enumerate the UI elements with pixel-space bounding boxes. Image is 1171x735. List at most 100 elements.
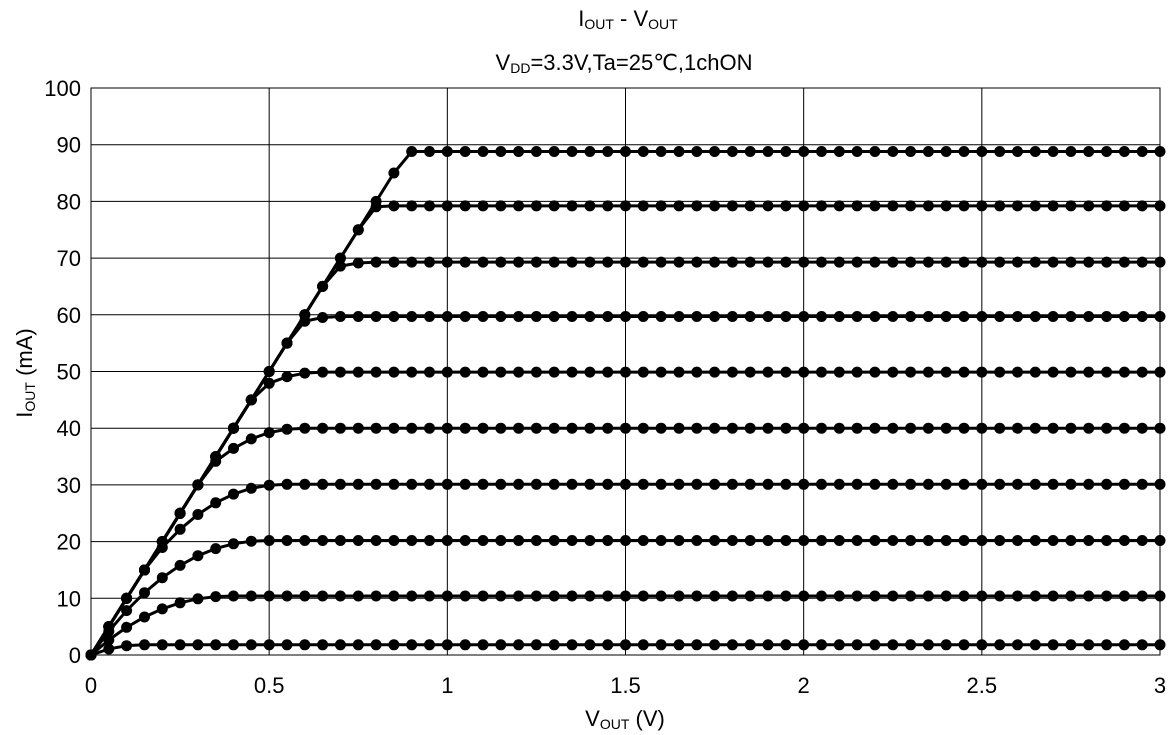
data-point	[958, 146, 970, 157]
data-point	[513, 146, 525, 157]
data-point	[139, 611, 150, 623]
data-point	[620, 256, 631, 268]
data-point	[424, 535, 435, 546]
data-point	[584, 200, 596, 212]
data-point	[798, 535, 810, 546]
data-point	[263, 535, 275, 546]
data-point	[905, 535, 917, 546]
data-point	[263, 377, 275, 389]
data-point	[584, 311, 596, 322]
data-point	[922, 535, 934, 546]
data-point	[816, 535, 827, 546]
data-point	[548, 146, 560, 157]
data-point	[334, 311, 346, 322]
data-point	[334, 590, 346, 602]
data-point	[334, 252, 346, 264]
data-point	[762, 590, 774, 602]
data-point	[922, 366, 934, 378]
data-point	[513, 639, 525, 651]
data-point	[637, 535, 649, 546]
data-point	[869, 366, 881, 378]
data-point	[424, 200, 435, 212]
data-point	[388, 311, 400, 322]
data-point	[352, 311, 364, 322]
data-point	[994, 639, 1006, 651]
data-point	[245, 394, 257, 406]
data-point	[780, 256, 792, 268]
data-point	[976, 256, 988, 268]
data-point	[994, 200, 1006, 212]
data-point	[940, 366, 952, 378]
data-point	[1012, 422, 1023, 434]
data-point	[887, 256, 899, 268]
data-point	[566, 311, 578, 322]
data-point	[922, 146, 934, 157]
data-point	[406, 366, 418, 378]
x-tick-label: 3	[1154, 673, 1166, 698]
data-point	[459, 146, 471, 157]
data-point	[940, 422, 952, 434]
data-point	[174, 523, 186, 535]
data-point	[833, 146, 845, 157]
data-point	[620, 366, 631, 378]
data-point	[495, 590, 507, 602]
data-point	[406, 478, 418, 490]
data-point	[424, 311, 435, 322]
data-point	[1029, 200, 1041, 212]
data-point	[637, 256, 649, 268]
data-point	[673, 366, 685, 378]
data-point	[940, 146, 952, 157]
data-point	[477, 200, 489, 212]
data-point	[1029, 146, 1041, 157]
data-point	[1118, 256, 1130, 268]
data-point	[673, 422, 685, 434]
data-point	[673, 535, 685, 546]
data-point	[495, 366, 507, 378]
data-point	[602, 311, 614, 322]
data-point	[513, 590, 525, 602]
data-point	[816, 311, 827, 322]
data-point	[905, 311, 917, 322]
data-point	[887, 200, 899, 212]
data-point	[958, 200, 970, 212]
data-point	[1047, 478, 1059, 490]
data-point	[762, 478, 774, 490]
data-point	[673, 311, 685, 322]
data-point	[1101, 366, 1113, 378]
data-point	[691, 200, 703, 212]
y-tick-label: 70	[57, 246, 81, 271]
data-point	[299, 367, 311, 379]
data-point	[245, 535, 257, 547]
data-point	[352, 224, 364, 236]
data-point	[744, 200, 756, 212]
data-point	[887, 422, 899, 434]
data-point	[352, 639, 364, 651]
data-point	[245, 639, 257, 651]
x-tick-label: 1	[441, 673, 453, 698]
data-point	[103, 621, 115, 633]
data-point	[744, 256, 756, 268]
data-point	[388, 366, 400, 378]
data-point	[1047, 366, 1059, 378]
data-point	[139, 639, 150, 651]
data-point	[192, 639, 204, 651]
data-point	[513, 311, 525, 322]
data-point	[905, 256, 917, 268]
data-point	[1118, 366, 1130, 378]
data-point	[477, 422, 489, 434]
data-point	[691, 535, 703, 546]
data-point	[370, 639, 382, 651]
data-point	[424, 590, 435, 602]
data-point	[709, 366, 721, 378]
data-point	[121, 621, 133, 633]
data-point	[406, 590, 418, 602]
data-point	[281, 478, 293, 490]
data-point	[851, 535, 863, 546]
data-point	[726, 256, 738, 268]
data-point	[726, 146, 738, 157]
y-tick-label: 50	[57, 360, 81, 385]
y-tick-labels: 0 10 20 30 40 50 60 70 80 90 100	[44, 76, 81, 668]
data-point	[620, 311, 631, 322]
data-point	[726, 639, 738, 651]
data-point	[1101, 639, 1113, 651]
